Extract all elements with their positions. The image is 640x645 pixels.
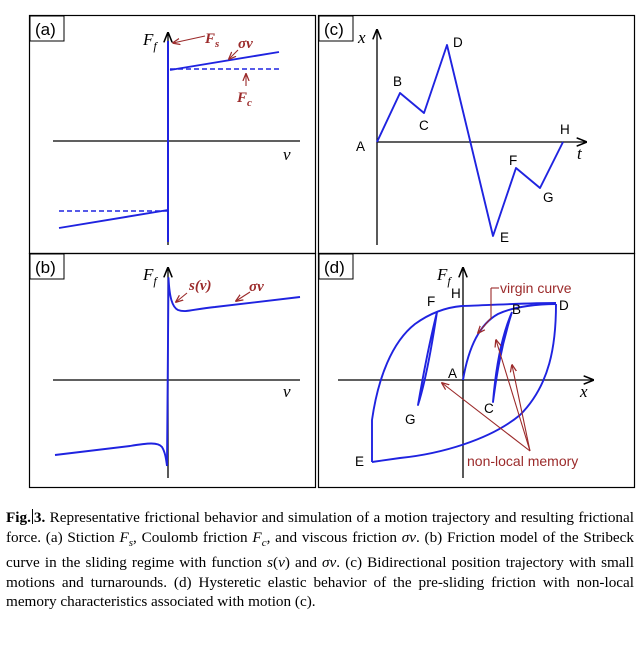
caption-part: F xyxy=(252,528,262,546)
traj-point-e: E xyxy=(500,230,509,245)
virgin-arrow xyxy=(478,288,492,333)
panel-a-y-label: Ff xyxy=(142,30,158,53)
memory-arrow-3 xyxy=(512,365,531,452)
panel-a-x-label: v xyxy=(283,145,291,164)
traj-point-d: D xyxy=(453,35,463,50)
panel-b-tag: (b) xyxy=(35,258,56,277)
loop-point-b: B xyxy=(512,302,521,317)
viscous-line-negative xyxy=(58,209,169,229)
memory-label: non-local memory xyxy=(467,453,578,469)
panel-c-x-label: t xyxy=(577,144,583,163)
virgin-label: virgin curve xyxy=(500,280,572,296)
traj-point-b: B xyxy=(393,74,402,89)
caption-part: , and viscous friction xyxy=(266,528,402,546)
viscous-arrow-a xyxy=(229,49,239,59)
descending-branch xyxy=(371,303,557,463)
viscous-arrow-b xyxy=(236,291,251,301)
panel-c-tag: (c) xyxy=(324,20,344,39)
traj-point-c: C xyxy=(419,118,429,133)
memory-arrow-1 xyxy=(442,383,531,452)
panel-d-y-label: Ff xyxy=(436,265,452,288)
viscous-line-positive xyxy=(169,51,280,71)
caption-part: and xyxy=(289,554,323,572)
panel-b-x-label: v xyxy=(283,382,291,401)
traj-point-g: G xyxy=(543,190,554,205)
caption-part: c xyxy=(261,536,267,549)
panel-b-tag-box xyxy=(29,253,65,280)
caption-label: Fig. xyxy=(6,509,31,526)
figure-caption: Fig. 3. Representative frictional behavio… xyxy=(6,508,634,612)
viscous-label-a: σv xyxy=(238,36,253,52)
panel-d-tag: (d) xyxy=(324,258,345,277)
traj-point-h: H xyxy=(560,122,570,137)
virgin-curve xyxy=(462,303,557,381)
caption-separator xyxy=(31,509,33,524)
panel-d-x-label: x xyxy=(579,382,588,401)
panel-c-y-label: x xyxy=(357,28,366,47)
caption-body: Representative frictional behavior and s… xyxy=(6,509,634,610)
caption-part: σv xyxy=(322,554,337,572)
traj-point-a: A xyxy=(356,139,365,154)
panel-b: (b) Ff v s(v) σv xyxy=(28,252,317,489)
panel-a-tag: (a) xyxy=(35,20,56,39)
memory-arrow-2 xyxy=(496,340,531,452)
coulomb-label: Fc xyxy=(236,90,252,109)
caption-part: . (c) Bidirectional position trajectory … xyxy=(6,554,634,611)
stribeck-label: s(v) xyxy=(188,278,212,294)
caption-part: ( xyxy=(273,554,279,572)
panel-c-tag-box xyxy=(318,15,354,42)
stiction-arrow xyxy=(173,35,206,43)
loop-point-e: E xyxy=(355,454,364,469)
loop-point-f: F xyxy=(427,294,435,309)
stribeck-curve-negative xyxy=(54,442,168,467)
caption-part: . (b) Friction model of the Stribeck cur… xyxy=(6,528,634,572)
panel-b-border xyxy=(28,252,317,489)
panel-c: (c) x t A B C D E F G H xyxy=(317,14,636,255)
loop-point-h: H xyxy=(451,286,461,301)
ascending-branch xyxy=(371,305,463,462)
panel-b-y-label: Ff xyxy=(142,265,158,288)
traj-point-f: F xyxy=(509,153,517,168)
caption-part: Representative frictional behavior and s… xyxy=(6,509,634,546)
panel-a-border xyxy=(28,14,317,255)
stribeck-curve-positive xyxy=(166,277,301,466)
caption-part: ) xyxy=(284,554,290,572)
caption-number: 3. xyxy=(33,509,46,526)
loop-point-d: D xyxy=(559,298,569,313)
inner-loop-bc xyxy=(492,311,513,403)
panel-d-tag-box xyxy=(318,253,354,280)
stiction-label: Fs xyxy=(204,31,219,50)
caption-part: v xyxy=(278,554,285,572)
viscous-label-b: σv xyxy=(249,279,264,295)
position-trajectory xyxy=(376,44,564,237)
loop-point-a: A xyxy=(448,366,457,381)
caption-part: σv xyxy=(401,528,416,546)
panel-c-border xyxy=(317,14,636,255)
upper-return xyxy=(461,302,557,307)
inner-loop-fg xyxy=(417,311,438,406)
panel-d-border xyxy=(317,252,636,489)
panel-a-tag-box xyxy=(29,15,65,42)
loop-point-c: C xyxy=(484,401,494,416)
caption-part: s xyxy=(128,536,134,549)
caption-part: F xyxy=(119,528,129,546)
caption-part: , Coulomb friction xyxy=(133,528,253,546)
caption-part: s xyxy=(267,554,273,572)
panel-d: (d) Ff x virgin curve non-local memory A… xyxy=(317,252,636,489)
stribeck-arrow xyxy=(176,292,188,302)
panel-a: (a) Ff v Fs σv Fc xyxy=(28,14,317,255)
loop-point-g: G xyxy=(405,412,416,427)
figure-panels: (a) Ff v Fs σv Fc (b) Ff v s(v) σv ( xyxy=(28,14,636,489)
